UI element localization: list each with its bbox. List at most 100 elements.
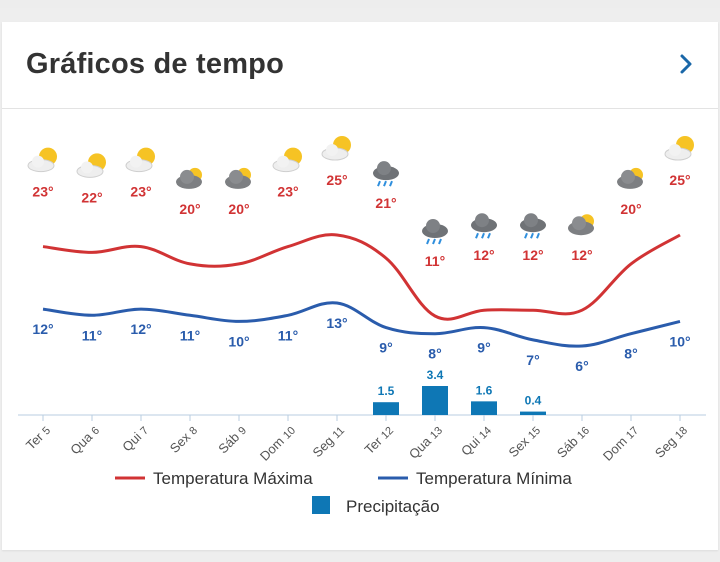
cloud-puff (32, 155, 44, 168)
rain-drop (377, 180, 381, 187)
legend-label: Temperatura Mínima (416, 469, 572, 488)
min-temp-label: 8° (624, 346, 637, 362)
cloud-puff (621, 169, 635, 184)
precip-label: 3.4 (427, 368, 444, 382)
min-temp-label: 12° (32, 321, 53, 337)
x-tick-label: Dom 10 (257, 423, 298, 464)
x-tick-label: Sáb 16 (554, 423, 592, 461)
legend-label: Precipitação (346, 497, 440, 516)
min-temp-label: 10° (228, 333, 249, 349)
max-temp-label: 23° (277, 184, 298, 200)
max-temp-label: 22° (81, 189, 102, 205)
x-tick-label: Qua 13 (406, 423, 445, 462)
rain-icon (373, 161, 399, 187)
partly-sunny-icon (27, 147, 57, 173)
min-temp-label: 9° (477, 340, 490, 356)
max-temp-label: 20° (620, 201, 641, 217)
precip-label: 0.4 (525, 394, 542, 408)
rain-drop (536, 232, 540, 239)
rain-icon (471, 213, 497, 239)
max-temp-label: 23° (130, 184, 151, 200)
partly-sunny-icon (272, 147, 302, 173)
min-temp-label: 12° (130, 321, 151, 337)
rain-drop (524, 232, 528, 239)
max-temp-line (42, 233, 681, 321)
precip-label: 1.6 (476, 383, 493, 397)
x-tick-label: Sex 8 (167, 423, 200, 456)
cloudy-icon (225, 167, 251, 189)
rain-drop (432, 238, 436, 245)
legend-swatch-box (312, 496, 330, 514)
rain-drop (389, 180, 393, 187)
cloud-puff (377, 161, 391, 176)
precip-bar (520, 411, 546, 415)
x-tick-label: Qui 14 (458, 423, 494, 459)
chevron-right-icon[interactable] (676, 50, 696, 78)
rain-drop (475, 232, 479, 239)
rain-drop (481, 232, 485, 239)
x-tick-label: Qui 7 (119, 423, 151, 455)
partly-sunny-icon (321, 136, 351, 161)
precip-bar (471, 401, 497, 415)
max-temp-label: 25° (326, 172, 347, 188)
min-temp-label: 10° (669, 333, 690, 349)
precip-bar (422, 386, 448, 415)
max-temp-label: 12° (522, 247, 543, 263)
cloud-puff (524, 213, 538, 228)
cloud-puff (130, 155, 142, 168)
rain-icon (520, 213, 546, 239)
cloud-puff (572, 216, 586, 231)
x-tick-label: Sex 15 (505, 423, 543, 461)
x-tick-label: Qua 6 (67, 423, 102, 458)
precip-label: 1.5 (378, 384, 395, 398)
max-temp-label: 21° (375, 195, 396, 211)
x-tick-label: Dom 17 (600, 423, 641, 464)
weather-chart-card: Gráficos de tempo (2, 22, 718, 550)
max-temp-label: 23° (32, 184, 53, 200)
min-temp-label: 13° (326, 315, 347, 331)
min-temp-label: 8° (428, 346, 441, 362)
min-temp-label: 11° (278, 327, 298, 343)
partly-sunny-icon (664, 136, 694, 161)
max-temp-label: 11° (425, 253, 445, 269)
max-temp-label: 20° (228, 201, 249, 217)
x-tick-label: Ter 5 (23, 423, 53, 453)
min-temp-label: 11° (180, 327, 200, 343)
cloud-puff (180, 169, 194, 184)
top-strip (0, 0, 720, 8)
rain-drop (487, 232, 491, 239)
cloud-puff (669, 144, 681, 156)
legend-label: Temperatura Máxima (153, 469, 313, 488)
cloud-puff (326, 144, 338, 156)
min-temp-label: 9° (379, 340, 392, 356)
cloudy-icon (568, 214, 594, 236)
rain-drop (530, 232, 534, 239)
cloud-puff (81, 161, 93, 174)
min-temp-label: 11° (82, 327, 102, 343)
card-header: Gráficos de tempo (2, 22, 718, 109)
min-temp-label: 7° (526, 352, 539, 368)
partly-sunny-icon (76, 153, 106, 178)
card-title: Gráficos de tempo (26, 48, 285, 80)
cloud-puff (277, 155, 289, 168)
rain-drop (438, 238, 442, 245)
partly-sunny-icon (125, 147, 155, 173)
cloudy-icon (617, 167, 643, 189)
max-temp-label: 25° (669, 172, 690, 188)
precip-bar (373, 402, 399, 415)
rain-drop (383, 180, 387, 187)
max-temp-label: 12° (473, 247, 494, 263)
cloud-puff (229, 169, 243, 184)
min-temp-line (42, 301, 681, 348)
min-temp-label: 6° (575, 358, 588, 374)
x-tick-label: Seg 18 (652, 423, 690, 461)
rain-icon (422, 219, 448, 245)
x-tick-label: Seg 11 (310, 423, 348, 461)
cloud-puff (426, 219, 440, 233)
max-temp-label: 20° (179, 201, 200, 217)
cloudy-icon (176, 167, 202, 189)
max-temp-label: 12° (571, 247, 592, 263)
x-tick-label: Ter 12 (362, 423, 397, 458)
rain-drop (426, 238, 430, 245)
